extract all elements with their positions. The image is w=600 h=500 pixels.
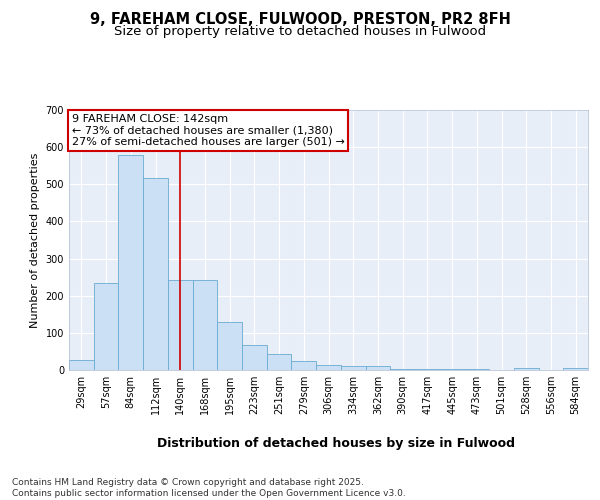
Bar xyxy=(292,360,316,370)
Bar xyxy=(415,369,440,370)
Text: Size of property relative to detached houses in Fulwood: Size of property relative to detached ho… xyxy=(114,25,486,38)
Bar xyxy=(193,280,217,370)
Bar xyxy=(365,366,390,370)
Bar xyxy=(563,368,588,370)
Text: Contains HM Land Registry data © Crown copyright and database right 2025.
Contai: Contains HM Land Registry data © Crown c… xyxy=(12,478,406,498)
Bar xyxy=(168,280,193,370)
Bar xyxy=(440,369,464,370)
Text: Distribution of detached houses by size in Fulwood: Distribution of detached houses by size … xyxy=(157,438,515,450)
Text: 9 FAREHAM CLOSE: 142sqm
← 73% of detached houses are smaller (1,380)
27% of semi: 9 FAREHAM CLOSE: 142sqm ← 73% of detache… xyxy=(71,114,344,147)
Bar xyxy=(217,322,242,370)
Text: 9, FAREHAM CLOSE, FULWOOD, PRESTON, PR2 8FH: 9, FAREHAM CLOSE, FULWOOD, PRESTON, PR2 … xyxy=(89,12,511,28)
Bar xyxy=(341,366,365,370)
Bar xyxy=(242,344,267,370)
Bar xyxy=(267,354,292,370)
Bar xyxy=(118,154,143,370)
Bar xyxy=(69,360,94,370)
Bar xyxy=(143,178,168,370)
Bar xyxy=(514,368,539,370)
Bar xyxy=(94,282,118,370)
Bar xyxy=(390,369,415,370)
Bar xyxy=(316,365,341,370)
Y-axis label: Number of detached properties: Number of detached properties xyxy=(30,152,40,328)
